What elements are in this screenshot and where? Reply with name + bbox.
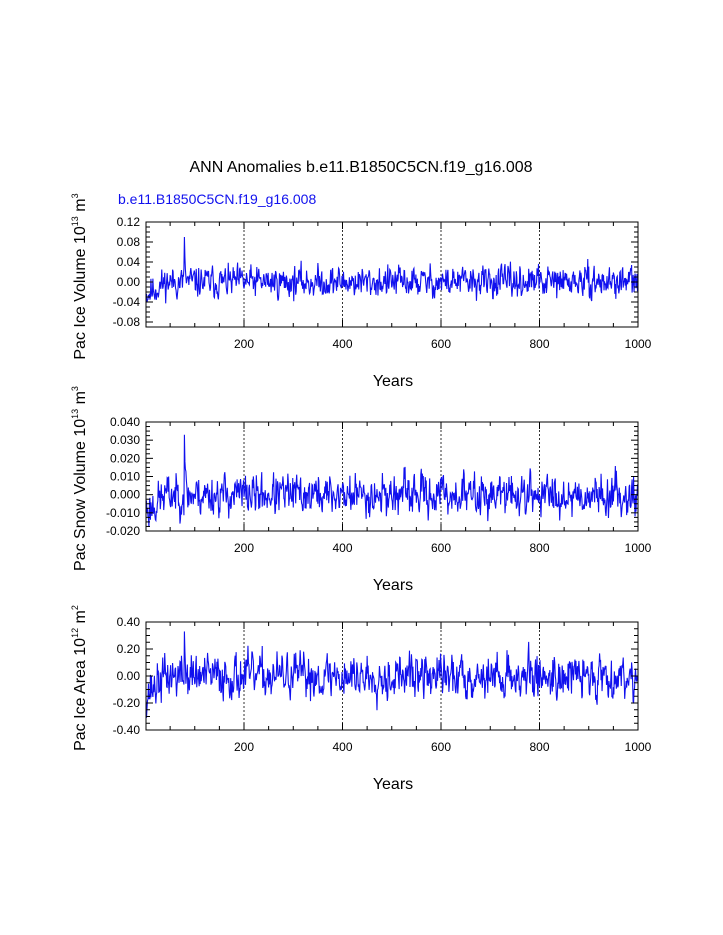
y-tick-label: -0.020 — [106, 524, 140, 538]
y-tick-label: -0.04 — [113, 295, 141, 309]
chart-panel-1: 200 400 600 800 1000 -0.08 -0.04 0.00 0.04 0.08 0.… — [70, 193, 652, 390]
y-tick-label: 0.04 — [117, 255, 141, 269]
x-axis-title: Years — [373, 577, 413, 594]
figure-title: ANN Anomalies b.e11.B1850C5CN.f19_g16.00… — [189, 159, 532, 176]
y-tick-label: -0.08 — [113, 315, 141, 329]
series-label: b.e11.B1850C5CN.f19_g16.008 — [118, 191, 316, 207]
y-tick-label: 0.00 — [117, 275, 141, 289]
y-axis-title: Pac Snow Volume 1013 m3 — [70, 386, 89, 571]
x-tick-label: 600 — [431, 337, 451, 351]
y-tick-label: 0.040 — [110, 415, 140, 429]
y-tick-label: -0.20 — [113, 696, 141, 710]
x-tick-label: 800 — [529, 541, 549, 555]
y-tick-label: 0.08 — [117, 235, 141, 249]
y-axis-title: Pac Ice Area 1012 m2 — [70, 605, 89, 751]
y-axis-title: Pac Ice Volume 1013 m3 — [70, 193, 89, 359]
y-tick-label: -0.010 — [106, 506, 140, 520]
chart-panel-3: 200 400 600 800 1000 -0.40 -0.20 0.00 0.20 0.40 Ye… — [70, 605, 652, 793]
x-tick-label: 400 — [332, 337, 352, 351]
x-tick-label: 800 — [529, 740, 549, 754]
y-tick-label: 0.12 — [117, 215, 141, 229]
y-axis-title-exponent: 13 — [70, 409, 80, 419]
y-axis-title-unit: m — [72, 391, 89, 409]
y-tick-label: 0.000 — [110, 488, 140, 502]
x-tick-label: 800 — [529, 337, 549, 351]
y-axis-title-exponent: 12 — [70, 628, 80, 638]
x-axis-title: Years — [373, 776, 413, 793]
y-axis-title-unit-exponent: 2 — [70, 605, 80, 610]
series-line — [145, 434, 639, 528]
x-tick-label: 400 — [332, 740, 352, 754]
x-tick-label: 200 — [234, 337, 254, 351]
x-tick-label: 1000 — [625, 740, 652, 754]
y-tick-label: 0.40 — [117, 615, 141, 629]
x-tick-label: 1000 — [625, 541, 652, 555]
y-axis-title-unit-exponent: 3 — [70, 193, 80, 198]
x-tick-label: 200 — [234, 740, 254, 754]
y-tick-label: -0.40 — [113, 723, 141, 737]
x-tick-label: 600 — [431, 740, 451, 754]
chart-panel-2: 200 400 600 800 1000 -0.020 -0.010 0.000 0.010 0.… — [70, 386, 652, 594]
y-tick-label: 0.020 — [110, 451, 140, 465]
x-tick-label: 1000 — [625, 337, 652, 351]
y-tick-label: 0.00 — [117, 669, 141, 683]
x-tick-label: 600 — [431, 541, 451, 555]
y-axis-title-exponent: 13 — [70, 216, 80, 226]
plot-frame — [145, 421, 639, 532]
series-line — [145, 236, 639, 304]
y-tick-label: 0.20 — [117, 642, 141, 656]
y-axis-title-unit: m — [72, 198, 89, 216]
x-tick-label: 200 — [234, 541, 254, 555]
y-axis-title-text: Pac Ice Area 10 — [72, 638, 89, 751]
y-tick-label: 0.030 — [110, 433, 140, 447]
series-line — [145, 631, 639, 718]
y-tick-label: 0.010 — [110, 470, 140, 484]
y-axis-title-text: Pac Ice Volume 10 — [72, 226, 89, 360]
x-axis-title: Years — [373, 373, 413, 390]
chart-panels: 200 400 600 800 1000 -0.08 -0.04 0.00 0.04 0.08 0.… — [70, 193, 652, 793]
y-axis-title-text: Pac Snow Volume 10 — [72, 419, 89, 571]
x-tick-label: 400 — [332, 541, 352, 555]
y-axis-title-unit: m — [72, 610, 89, 628]
y-axis-title-unit-exponent: 3 — [70, 386, 80, 391]
